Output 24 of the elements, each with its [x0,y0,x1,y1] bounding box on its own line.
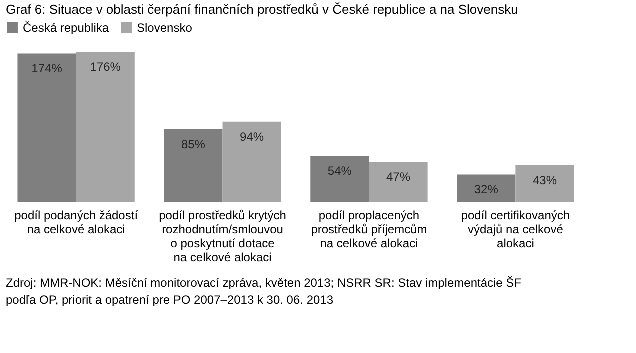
bar [76,52,135,202]
bar [164,130,223,202]
data-label: 176% [90,60,122,74]
x-tick-label: podíl podaných žádostí na celkové alokaci [14,208,139,236]
data-label: 32% [474,182,499,197]
bar [369,162,428,202]
bar [516,165,574,202]
data-label: 94% [240,130,264,144]
x-tick-label: podíl prostředků krytých rozhodnutím/smlouvou o poskytnutí dotace na celkové alokaci [159,208,286,264]
bar [18,54,76,202]
bar [310,156,370,202]
x-tick-label: podíl certifikovaných výdajů na celkové alokaci [461,208,570,250]
chart-title: Graf 6: Situace v oblasti čerpání finančních prostředků v České republice a na Slovensku [6,2,518,17]
text: Zdroj: MMR-NOK: Měsíční monitorovací zpráva, květen 2013; NSRR SR: Stav implementácie ŠF podľa OP, priorit a opatrení pre PO 2007–2013 k 30. 06. 2013 [6,276,522,307]
legend-label: Slovensko [137,20,193,35]
bar [222,122,282,202]
data-label: 54% [328,164,352,178]
data-label: 85% [181,138,206,152]
bar [457,174,516,202]
x-tick-label: podíl proplacených prostředků příjemcům na celkové alokaci [311,208,428,250]
data-label: 43% [532,173,558,188]
legend-label: Česká republika [23,20,110,35]
data-label: 174% [32,62,63,76]
data-label: 47% [386,170,411,184]
